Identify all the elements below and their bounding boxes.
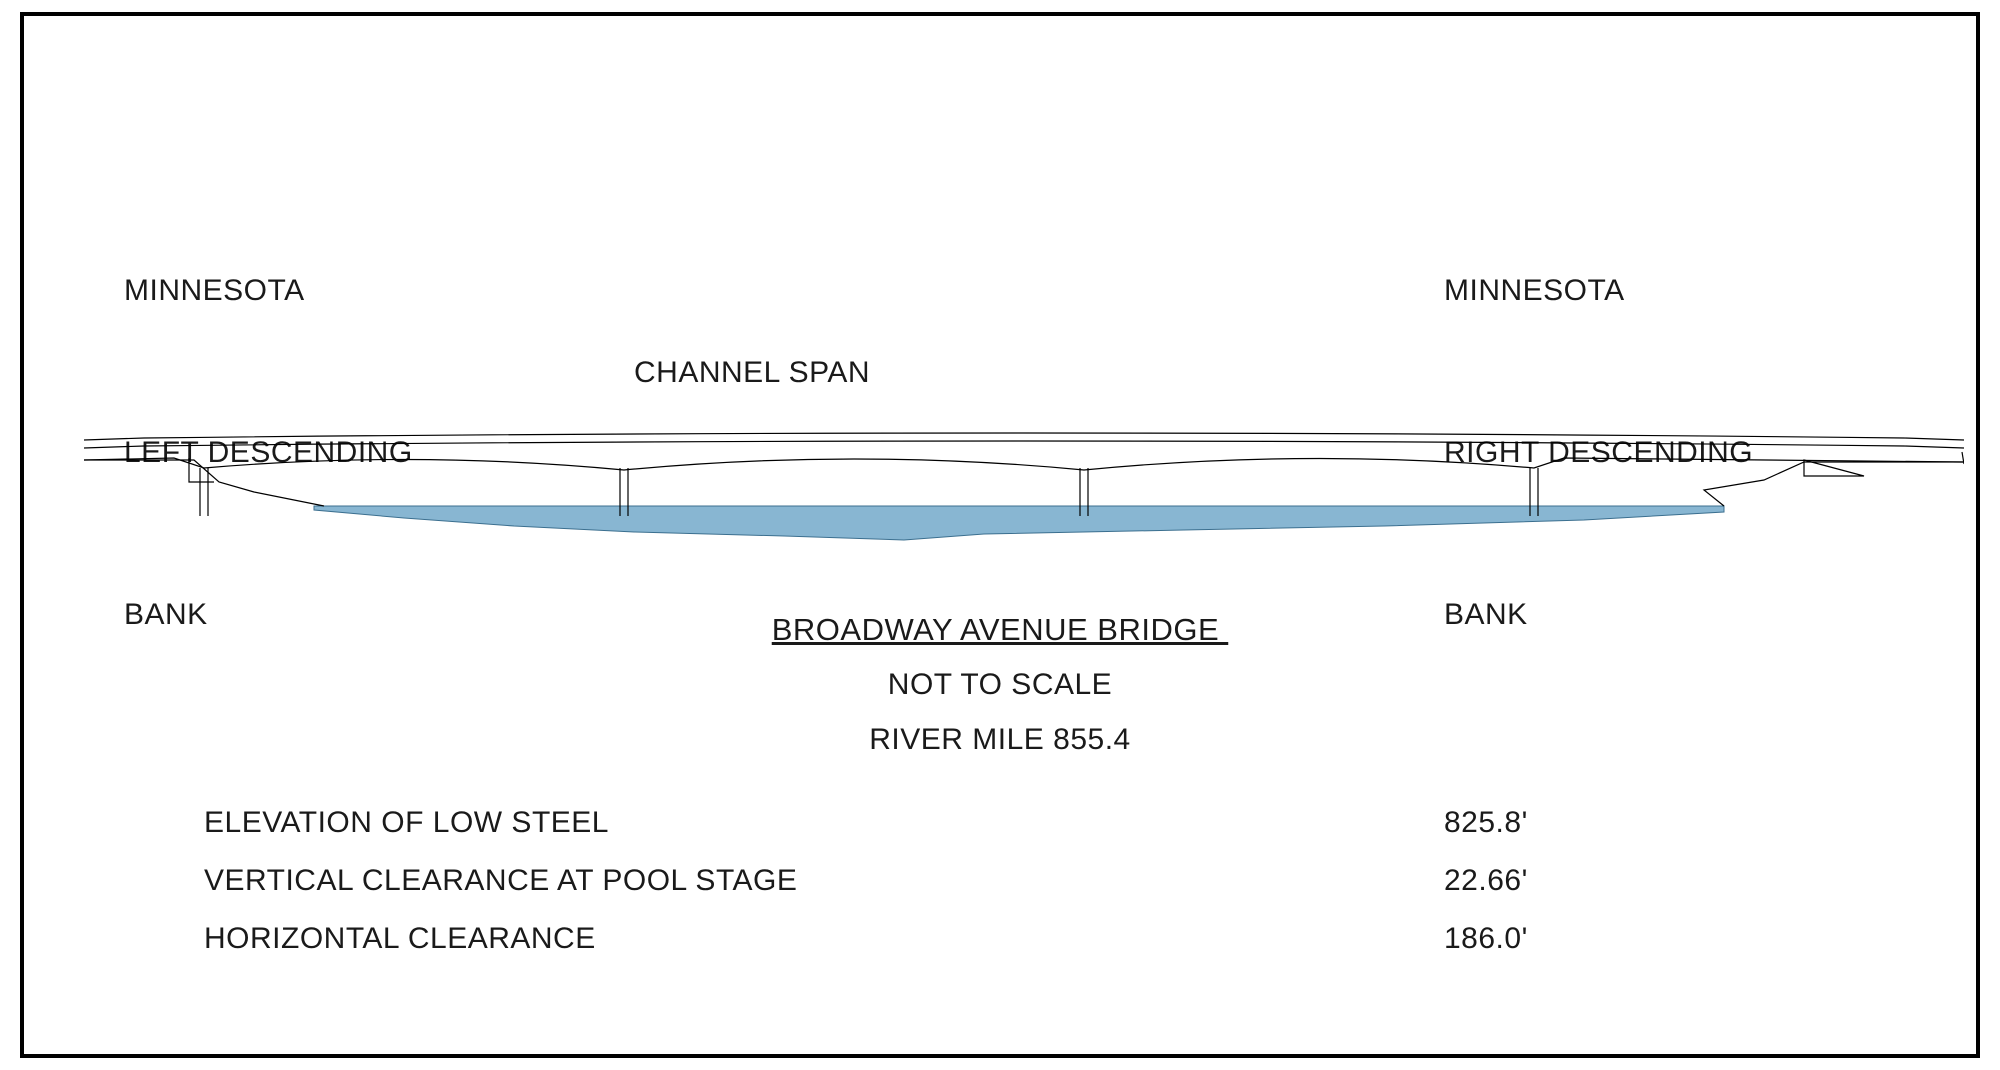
diagram-frame: MINNESOTA LEFT DESCENDING BANK MINNESOTA… bbox=[20, 12, 1980, 1058]
scale-note: NOT TO SCALE bbox=[24, 656, 1976, 713]
spec-elevation-label: ELEVATION OF LOW STEEL bbox=[204, 806, 609, 840]
spec-horizontal-value: 186.0' bbox=[1444, 922, 1528, 956]
right-bank-state: MINNESOTA bbox=[1444, 264, 1753, 318]
bridge-elevation-drawing bbox=[84, 416, 1964, 566]
left-bank-state: MINNESOTA bbox=[124, 264, 413, 318]
spec-vertical-value: 22.66' bbox=[1444, 864, 1528, 898]
bridge-title: BROADWAY AVENUE BRIDGE bbox=[24, 601, 1976, 660]
spec-elevation-value: 825.8' bbox=[1444, 806, 1528, 840]
spec-horizontal-label: HORIZONTAL CLEARANCE bbox=[204, 922, 596, 956]
spec-vertical-label: VERTICAL CLEARANCE AT POOL STAGE bbox=[204, 864, 797, 898]
channel-span-label: CHANNEL SPAN bbox=[634, 356, 870, 390]
river-mile: RIVER MILE 855.4 bbox=[24, 711, 1976, 768]
